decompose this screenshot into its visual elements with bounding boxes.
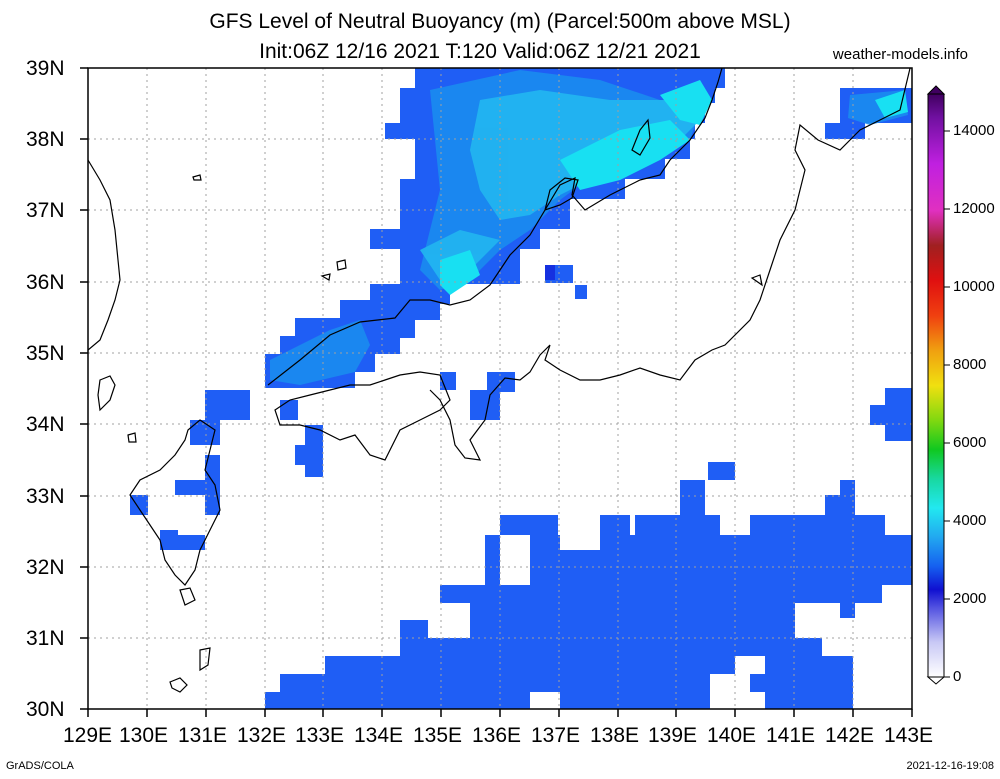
lon-label: 139E [648,724,698,747]
map-subtitle: Init:06Z 12/16 2021 T:120 Valid:06Z 12/2… [259,40,701,63]
lat-label: 30N [26,698,65,721]
lon-label: 143E [884,724,934,747]
footer-credit: GrADS/COLA [6,760,74,772]
site-credit: weather-models.info [832,46,968,63]
lon-label: 142E [825,724,875,747]
lat-label: 34N [26,413,65,436]
coastlines [88,68,911,693]
lon-label: 140E [707,724,757,747]
lon-label: 137E [531,724,581,747]
lon-label: 138E [590,724,640,747]
buoyancy-field [130,68,912,709]
lon-label: 141E [766,724,816,747]
lon-label: 132E [237,724,287,747]
colorbar-label: 14000 [953,122,995,139]
colorbar-label: 0 [953,668,962,685]
graticule [88,68,912,709]
lat-label: 31N [26,627,65,650]
lat-label: 39N [26,57,65,80]
colorbar-label: 2000 [953,590,987,607]
lon-label: 131E [178,724,228,747]
colorbar-label: 12000 [953,200,995,217]
lat-label: 38N [26,128,65,151]
lon-label: 133E [295,724,345,747]
lon-label: 130E [119,724,169,747]
map-title: GFS Level of Neutral Buoyancy (m) (Parce… [209,10,791,33]
lon-label: 134E [354,724,404,747]
lat-label: 37N [26,199,65,222]
lon-label: 136E [472,724,522,747]
lat-label: 33N [26,485,65,508]
colorbar [926,85,950,685]
colorbar-label: 6000 [953,434,987,451]
lat-label: 32N [26,556,65,579]
footer-timestamp: 2021-12-16-19:08 [906,760,994,772]
colorbar-label: 8000 [953,356,987,373]
lat-label: 36N [26,271,65,294]
lon-label: 135E [413,724,463,747]
lat-label: 35N [26,342,65,365]
lon-label: 129E [63,724,113,747]
colorbar-label: 10000 [953,278,995,295]
colorbar-label: 4000 [953,512,987,529]
